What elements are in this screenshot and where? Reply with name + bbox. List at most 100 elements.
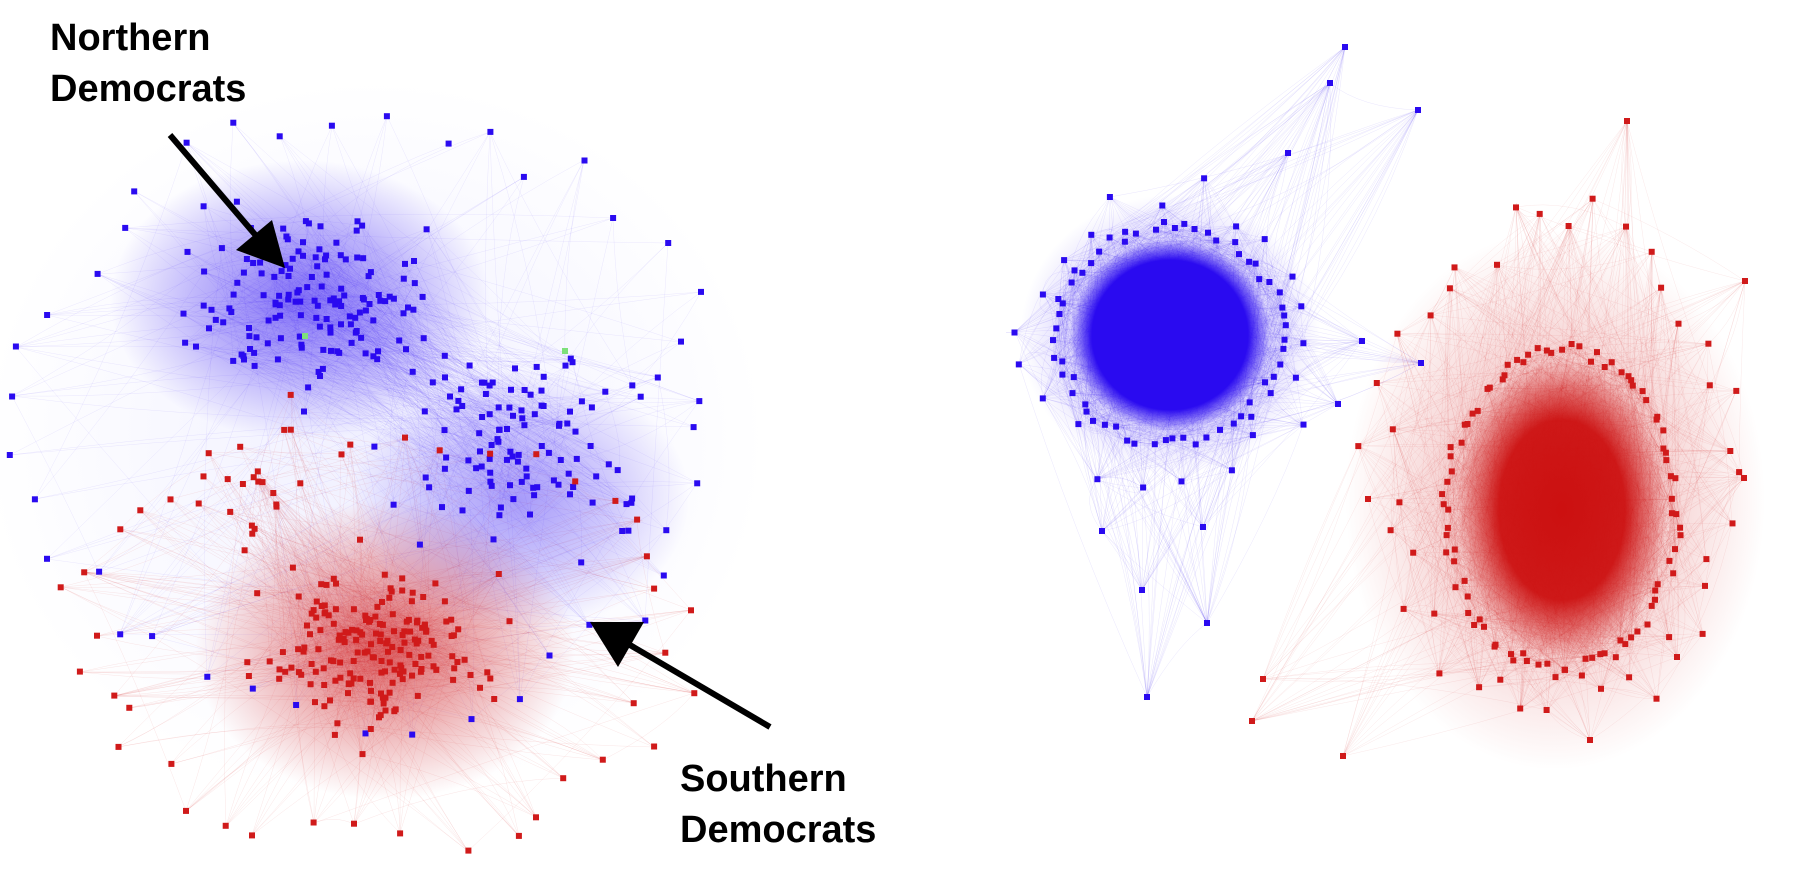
network-node bbox=[1159, 202, 1166, 209]
network-node bbox=[581, 157, 588, 164]
network-node bbox=[379, 599, 385, 605]
network-node bbox=[599, 756, 606, 763]
network-node bbox=[1481, 623, 1487, 630]
network-node bbox=[612, 497, 619, 504]
network-node bbox=[1543, 347, 1550, 354]
network-node bbox=[1203, 434, 1210, 441]
network-node bbox=[117, 631, 124, 638]
network-node bbox=[278, 268, 285, 275]
network-node bbox=[276, 292, 283, 299]
network-node bbox=[276, 666, 283, 673]
network-node bbox=[247, 346, 253, 352]
network-node bbox=[377, 297, 384, 304]
network-node bbox=[313, 598, 320, 605]
network-node bbox=[253, 334, 260, 341]
right-democrat-cluster bbox=[1070, 239, 1270, 431]
network-node bbox=[1068, 279, 1075, 286]
network-node bbox=[533, 451, 540, 458]
network-node bbox=[201, 268, 208, 275]
network-node bbox=[1090, 417, 1096, 424]
network-node bbox=[409, 368, 416, 375]
network-node bbox=[304, 284, 311, 291]
network-node bbox=[1727, 448, 1734, 454]
network-node bbox=[1131, 440, 1138, 447]
network-node bbox=[1729, 520, 1736, 527]
network-node bbox=[1736, 469, 1743, 476]
network-node bbox=[1280, 345, 1287, 352]
network-node bbox=[365, 273, 372, 280]
network-node bbox=[366, 301, 373, 307]
network-node bbox=[1161, 219, 1167, 225]
network-node bbox=[251, 349, 258, 356]
network-node bbox=[333, 580, 339, 587]
network-node bbox=[468, 716, 475, 723]
network-node bbox=[1624, 118, 1630, 124]
network-node bbox=[562, 348, 568, 354]
network-node bbox=[336, 349, 343, 356]
network-node bbox=[332, 301, 339, 308]
network-node bbox=[1246, 399, 1253, 406]
network-node bbox=[313, 614, 320, 621]
network-node bbox=[496, 512, 503, 519]
network-node bbox=[1051, 354, 1058, 361]
network-node bbox=[448, 633, 455, 639]
network-node bbox=[1217, 426, 1223, 433]
network-node bbox=[340, 635, 347, 642]
network-node bbox=[1327, 80, 1333, 86]
network-node bbox=[398, 664, 405, 671]
network-node bbox=[300, 648, 307, 655]
network-node bbox=[1705, 340, 1712, 347]
network-node bbox=[377, 638, 384, 644]
network-node bbox=[382, 694, 389, 701]
network-node bbox=[374, 356, 381, 363]
network-node bbox=[352, 314, 359, 321]
network-node bbox=[342, 256, 349, 263]
network-node bbox=[285, 296, 292, 303]
network-node bbox=[420, 335, 427, 342]
network-node bbox=[1439, 491, 1446, 498]
network-node bbox=[412, 661, 419, 667]
network-node bbox=[507, 448, 514, 455]
network-node bbox=[230, 357, 237, 364]
network-node bbox=[341, 639, 348, 646]
network-node bbox=[1246, 258, 1253, 265]
network-node bbox=[308, 661, 315, 667]
network-node bbox=[345, 629, 352, 636]
network-node bbox=[315, 368, 322, 375]
network-node bbox=[497, 504, 504, 511]
network-node bbox=[402, 434, 408, 441]
network-node bbox=[1277, 361, 1284, 368]
network-node bbox=[378, 669, 385, 676]
network-node bbox=[1228, 467, 1235, 474]
network-node bbox=[250, 474, 257, 481]
network-node bbox=[287, 426, 294, 433]
network-node bbox=[495, 438, 502, 445]
network-node bbox=[418, 653, 425, 660]
network-node bbox=[277, 312, 284, 319]
network-node bbox=[443, 618, 450, 625]
network-node bbox=[391, 628, 397, 635]
network-node bbox=[1075, 421, 1082, 428]
southern-democrats-label: Southern Democrats bbox=[680, 754, 876, 856]
network-node bbox=[1601, 364, 1608, 370]
network-node bbox=[1069, 390, 1076, 397]
network-node bbox=[1213, 237, 1220, 244]
network-node bbox=[233, 198, 240, 205]
network-node bbox=[433, 666, 440, 673]
network-node bbox=[1106, 234, 1113, 241]
network-node bbox=[654, 374, 661, 381]
network-node bbox=[634, 516, 641, 523]
network-node bbox=[521, 387, 528, 393]
network-node bbox=[249, 530, 256, 537]
network-node bbox=[341, 292, 348, 299]
network-node bbox=[265, 317, 272, 324]
network-node bbox=[400, 668, 407, 675]
network-node bbox=[378, 690, 384, 697]
network-node bbox=[401, 639, 408, 646]
network-node bbox=[587, 443, 594, 449]
network-node bbox=[1061, 257, 1068, 264]
network-node bbox=[323, 316, 330, 322]
network-node bbox=[1282, 322, 1289, 329]
network-node bbox=[334, 720, 341, 727]
network-node bbox=[1668, 510, 1675, 517]
